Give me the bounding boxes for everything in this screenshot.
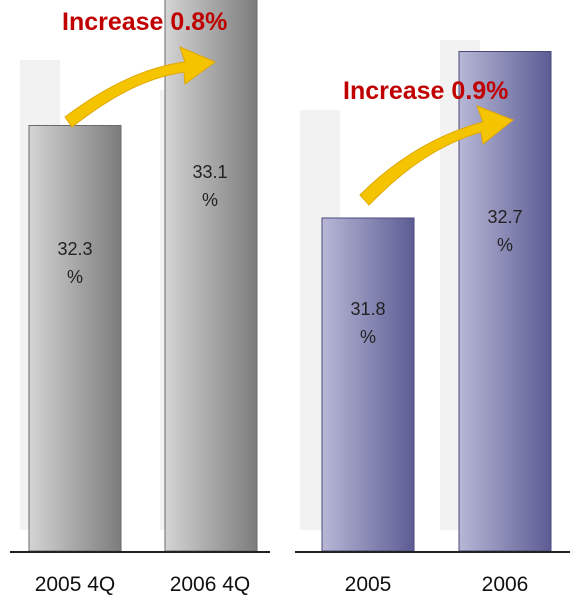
value-label: 31.8 % [318, 295, 418, 351]
growth-arrow-icon [64, 46, 217, 128]
category-label: 2005 [344, 573, 392, 596]
value-unit: % [66, 267, 83, 287]
value-unit: % [496, 235, 513, 255]
growth-arrow-icon [359, 105, 514, 206]
bar-2006-4q [164, 0, 258, 552]
value-label: 33.1 % [160, 158, 260, 214]
category-label: 2006 4Q [169, 573, 251, 596]
bar-2005-4q [28, 125, 122, 552]
value-number: 31.8 [350, 299, 386, 319]
bar-2005 [321, 217, 415, 552]
increase-annotation-left: Increase 0.8% [62, 8, 228, 36]
increase-annotation-right: Increase 0.9% [343, 77, 509, 105]
category-label: 2006 [481, 573, 529, 596]
value-unit: % [201, 190, 218, 210]
value-label: 32.3 % [25, 235, 125, 291]
value-number: 33.1 [192, 162, 228, 182]
category-label: 2005 4Q [34, 573, 116, 596]
value-label: 32.7 % [455, 203, 555, 259]
value-number: 32.3 [57, 239, 93, 259]
value-number: 32.7 [487, 207, 523, 227]
value-unit: % [359, 327, 376, 347]
